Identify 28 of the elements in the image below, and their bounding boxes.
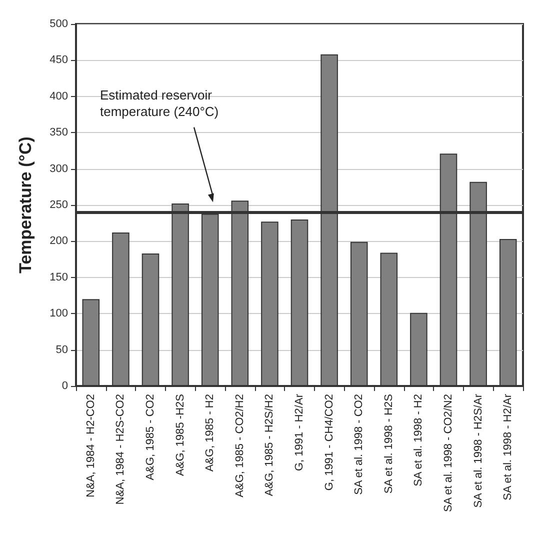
x-tick-label: SA et al. 1998 - H2/Ar (502, 394, 514, 500)
y-tick-label: 200 (50, 235, 68, 248)
x-tick-label: A&G, 1985 - H2S/H2 (264, 394, 276, 496)
ref-line-label: Estimated reservoir temperature (240°C) (100, 87, 219, 120)
x-tick-label: A&G, 1985 - H2 (204, 394, 216, 472)
x-tick-label: SA et al. 1998 - H2 (412, 394, 425, 486)
x-tick-label: N&A, 1984 - H2-CO2 (84, 394, 97, 498)
y-tick-label: 350 (50, 126, 68, 139)
x-tick-label: SA et al. 1998 - CO2 (353, 394, 366, 495)
y-tick-label: 500 (50, 18, 68, 30)
x-tick-label: A&G, 1985 - CO2 (144, 394, 156, 480)
y-tick-label: 100 (50, 308, 68, 320)
y-tick-label: 150 (50, 271, 68, 284)
x-tick-label: A&G, 1985 - CO2/H2 (234, 394, 246, 498)
y-tick-label: 250 (50, 199, 68, 211)
y-tick-label: 400 (50, 90, 68, 102)
x-tick-label: G, 1991 - CH4/CO2 (323, 394, 336, 491)
x-tick-label: SA et al. 1998 - CO2/N2 (442, 394, 454, 512)
x-tick-label: N&A, 1984 - H2S-CO2 (114, 394, 127, 505)
x-tick-label: SA et al. 1998 - H2S (382, 394, 395, 494)
y-tick-label: 0 (62, 380, 68, 392)
y-tick-label: 300 (50, 162, 68, 175)
x-tick-label: SA et al. 1998 - H2S/Ar (472, 394, 484, 508)
y-tick-label: 450 (50, 54, 68, 66)
y-tick-label: 50 (56, 344, 68, 356)
y-axis-title: Temperature (°C) (16, 136, 35, 274)
x-tick-label: A&G, 1985 -H2S (174, 394, 186, 476)
x-tick-label: G, 1991 - H2/Ar (294, 394, 306, 472)
